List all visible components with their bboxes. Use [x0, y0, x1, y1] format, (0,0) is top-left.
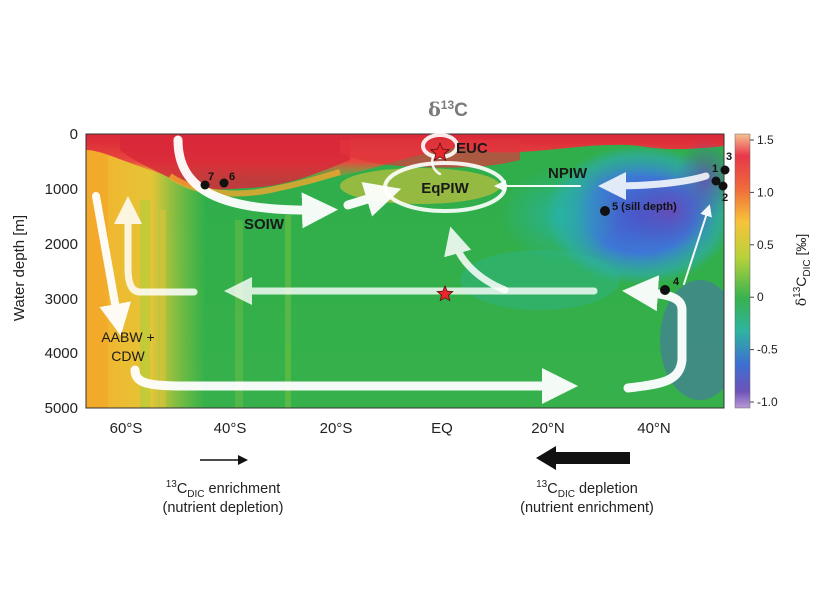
colorbar: 1.5 1.0 0.5 0 -0.5 -1.0 δ13CDIC [‰] — [734, 133, 813, 409]
x-tick-label: 40°S — [214, 420, 247, 437]
site-3-marker — [720, 165, 730, 175]
enrichment-label: 13CDIC enrichment — [166, 479, 281, 500]
x-axis: 60°S 40°S 20°S EQ 20°N 40°N — [110, 420, 671, 437]
euc-star — [429, 141, 451, 162]
deep-star — [436, 284, 454, 302]
water-mass-labels: EUC EqPIW NPIW SOIW AABW + CDW — [101, 140, 588, 364]
site-6-label: 6 — [229, 171, 235, 183]
stars — [429, 141, 454, 302]
y-tick-label: 1000 — [45, 181, 78, 198]
upwelling-arrow — [444, 226, 509, 294]
eqpiw-loop — [383, 161, 507, 213]
aabw-label-line1: AABW + — [101, 329, 154, 345]
y-tick-label: 0 — [70, 126, 78, 143]
colorbar-bar — [734, 133, 751, 409]
colorbar-label: δ13CDIC [‰] — [792, 234, 813, 307]
colorbar-ticks: 1.5 1.0 0.5 0 -0.5 -1.0 — [750, 133, 778, 409]
x-tick-label: EQ — [431, 420, 453, 437]
y-axis: 0 1000 2000 3000 4000 5000 Water depth [… — [11, 126, 78, 417]
x-tick-label: 40°N — [637, 420, 671, 437]
site-2-label: 2 — [722, 192, 728, 204]
y-tick-label: 3000 — [45, 291, 78, 308]
site-markers: 1 2 3 4 5 (sill depth) 6 7 — [200, 151, 732, 295]
colorbar-tick-label: 0.5 — [757, 238, 774, 252]
soiw-to-eqpiw-arrow — [343, 182, 402, 217]
soiw-arrow — [173, 135, 338, 229]
y-tick-label: 5000 — [45, 400, 78, 417]
npiw-label: NPIW — [548, 165, 588, 182]
depletion-sublabel: (nutrient enrichment) — [520, 500, 654, 516]
x-tick-label: 20°S — [320, 420, 353, 437]
circulation-arrows — [92, 133, 712, 404]
colorbar-tick-label: -1.0 — [757, 395, 778, 409]
enrichment-sublabel: (nutrient depletion) — [163, 500, 284, 516]
depletion-label: 13CDIC depletion — [536, 479, 638, 500]
x-tick-label: 20°N — [531, 420, 565, 437]
depletion-arrow — [536, 446, 630, 470]
site-5-marker — [600, 206, 610, 216]
y-tick-label: 2000 — [45, 236, 78, 253]
soiw-label: SOIW — [244, 216, 285, 233]
eqpiw-label: EqPIW — [421, 180, 469, 197]
y-tick-label: 4000 — [45, 345, 78, 362]
bottom-annotations: 13CDIC enrichment (nutrient depletion) 1… — [163, 446, 654, 516]
site-2-marker — [718, 181, 728, 191]
site-6-marker — [219, 178, 229, 188]
site-3-label: 3 — [726, 151, 732, 163]
site-1-marker — [711, 176, 721, 186]
site-7-label: 7 — [208, 171, 214, 183]
site-4-label: 4 — [673, 276, 680, 288]
bottom-eastward-arrow — [130, 365, 578, 404]
colorbar-tick-label: 0 — [757, 290, 764, 304]
site-7-marker — [200, 180, 210, 190]
plot-frame — [85, 133, 725, 409]
colorbar-tick-label: 1.0 — [757, 185, 774, 199]
north-rise-arrow — [622, 275, 687, 393]
colorbar-tick-label: -0.5 — [757, 343, 778, 357]
x-tick-label: 60°S — [110, 420, 143, 437]
left-return-arrow — [114, 196, 198, 296]
chart-title: δ13C — [428, 98, 468, 121]
site-4-marker — [660, 285, 670, 295]
rise-thin-arrow — [683, 204, 712, 285]
aabw-descent-arrow — [92, 192, 131, 336]
npiw-arrow — [598, 171, 710, 200]
y-axis-label: Water depth [m] — [11, 215, 28, 321]
euc-label: EUC — [456, 140, 488, 157]
site-1-label: 1 — [712, 163, 718, 175]
aabw-label-line2: CDW — [111, 348, 145, 364]
site-5-label: 5 (sill depth) — [612, 201, 677, 213]
colorbar-tick-label: 1.5 — [757, 133, 774, 147]
enrichment-arrowhead — [238, 455, 248, 465]
